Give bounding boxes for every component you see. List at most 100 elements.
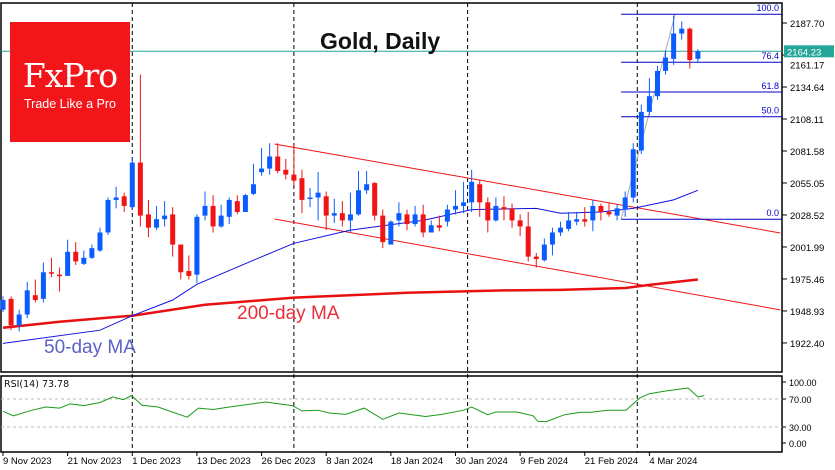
candle (452, 190, 458, 215)
candle (202, 191, 208, 221)
candle-body (339, 213, 345, 221)
candle (145, 199, 151, 238)
chart-title: Gold, Daily (320, 28, 441, 54)
candle-body (291, 174, 297, 181)
logo-brand: FxPro (22, 56, 118, 95)
candle-body (97, 232, 103, 251)
candle (477, 179, 483, 217)
x-tick-label: 21 Nov 2023 (68, 456, 122, 467)
fib-level-label: 76.4 (761, 51, 779, 61)
candle (679, 21, 685, 40)
candle (372, 181, 378, 221)
x-tick-label: 9 Nov 2023 (3, 456, 52, 467)
candle-body (566, 220, 572, 229)
candle (162, 201, 168, 227)
candle (24, 281, 30, 319)
candle (170, 207, 176, 257)
candle-body (24, 290, 30, 315)
candle-body (452, 205, 458, 210)
candle-body (234, 201, 240, 212)
candle-body (8, 298, 14, 326)
x-tick-label: 30 Jan 2024 (455, 456, 507, 467)
candle-body (32, 295, 38, 301)
candle (558, 221, 564, 237)
candle (671, 15, 677, 65)
candle (16, 309, 22, 332)
candle (57, 267, 63, 292)
candle (178, 244, 184, 280)
y-tick-label: 2055.05 (790, 179, 824, 190)
candle (517, 214, 523, 237)
candle (226, 197, 232, 225)
candle-body (598, 205, 604, 212)
candle-body (48, 272, 54, 274)
candle-body (218, 215, 224, 227)
candle (525, 211, 531, 262)
fib-level-label: 0.0 (766, 208, 779, 218)
candle-body (105, 199, 111, 233)
candle (234, 195, 240, 215)
x-tick-label: 8 Jan 2024 (326, 456, 373, 467)
candle-body (469, 181, 475, 203)
candle-body (606, 211, 612, 215)
candle-body (485, 202, 491, 221)
candle (436, 215, 442, 232)
candle (97, 227, 103, 252)
candle-body (493, 205, 499, 221)
candle-body (671, 33, 677, 59)
candle (186, 255, 192, 280)
candle (275, 143, 281, 174)
candle-body (0, 300, 6, 310)
x-tick-label: 9 Feb 2024 (520, 456, 568, 467)
candle (566, 211, 572, 232)
candle-body (436, 225, 442, 228)
candle-body (687, 28, 693, 61)
candle (89, 244, 95, 260)
fib-level-label: 61.8 (761, 81, 779, 91)
candle-body (541, 244, 547, 261)
candle (323, 191, 329, 231)
candle-body (380, 215, 386, 243)
candle (509, 203, 515, 228)
candle-body (372, 183, 378, 216)
y-tick-label: 1975.46 (790, 275, 824, 286)
rsi-tick-label: 100.00 (789, 378, 817, 388)
x-tick-label: 26 Dec 2023 (262, 456, 316, 467)
candle (590, 199, 596, 232)
candle (259, 148, 265, 176)
candle-body (695, 51, 701, 59)
rsi-tick-label: 30.00 (789, 423, 812, 433)
y-tick-label: 1922.40 (790, 339, 824, 350)
candle-body (549, 232, 555, 245)
candle (307, 187, 313, 208)
candle (194, 214, 200, 284)
current-price-tag (784, 45, 834, 58)
candle-body (89, 248, 95, 258)
candle (299, 169, 305, 214)
x-tick-label: 18 Jan 2024 (391, 456, 443, 467)
candle-body (194, 216, 200, 275)
candle (356, 170, 362, 216)
y-tick-label: 2028.52 (790, 211, 824, 222)
candle (347, 192, 353, 233)
candle-body (162, 215, 168, 220)
candle-body (356, 190, 362, 215)
candle (622, 191, 628, 217)
candle (388, 220, 394, 245)
candle (412, 205, 418, 227)
candle (493, 197, 499, 222)
candle (396, 202, 402, 227)
candle (364, 170, 370, 194)
candle-body (202, 205, 208, 216)
candle-body (57, 274, 63, 277)
candle-body (679, 28, 685, 34)
candle-body (646, 96, 652, 112)
fxpro-logo: FxPro Trade Like a Pro (10, 22, 130, 142)
candle (210, 195, 216, 233)
candle (73, 242, 79, 266)
y-tick-label: 2081.58 (790, 147, 824, 158)
candle-body (404, 214, 410, 225)
candle-body (412, 214, 418, 225)
candle (121, 192, 127, 212)
